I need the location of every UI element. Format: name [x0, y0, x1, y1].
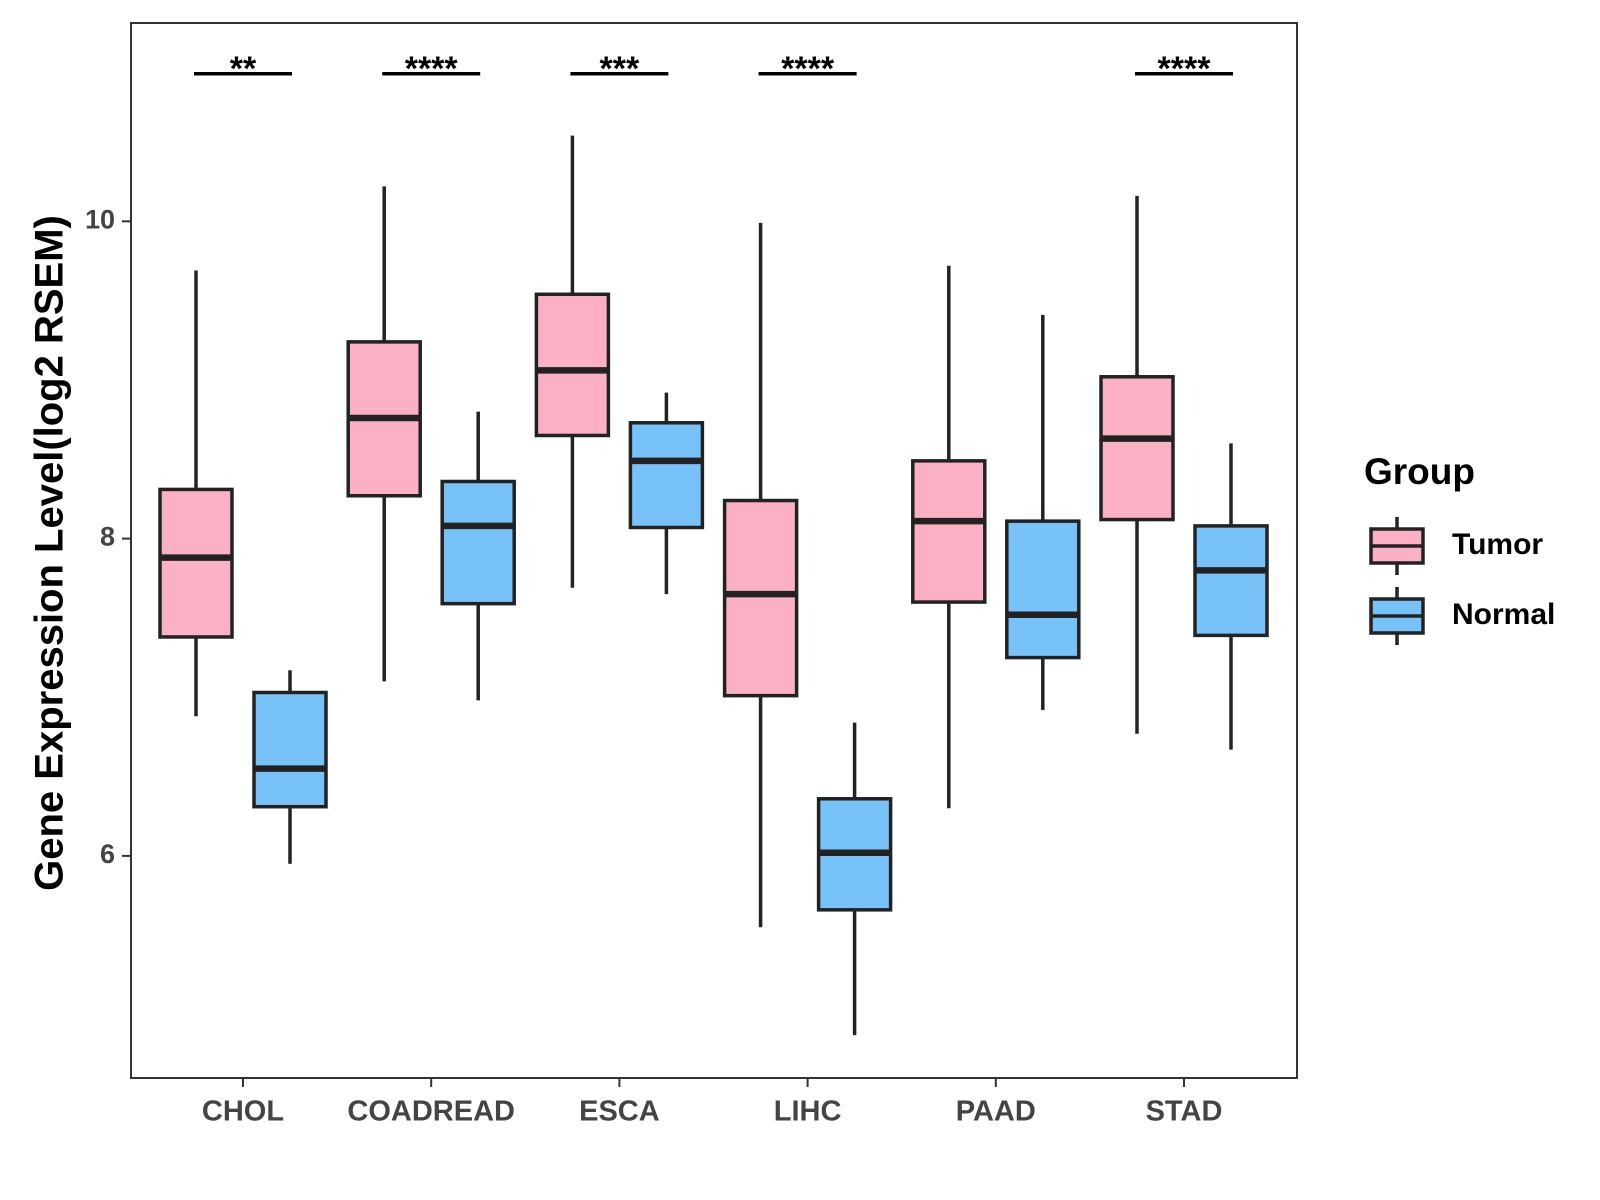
legend-title: Group	[1364, 451, 1475, 492]
legend-label: Tumor	[1452, 528, 1543, 561]
significance-label: ****	[781, 50, 835, 88]
box-body	[722, 498, 799, 698]
box-normal-stad	[1193, 443, 1269, 750]
box-normal-chol	[252, 670, 328, 864]
box-normal-esca	[628, 392, 705, 595]
box-body	[911, 459, 987, 604]
x-tick-label: LIHC	[774, 1096, 842, 1128]
box-body	[158, 487, 234, 639]
y-axis-title: Gene Expression Level(log2 RSEM)	[28, 215, 72, 891]
x-tick-label: ESCA	[579, 1096, 660, 1128]
box-body	[1193, 524, 1269, 638]
significance-label: **	[230, 50, 257, 88]
box-body	[1099, 375, 1175, 522]
plot-panel	[130, 22, 1298, 1079]
legend: Group Tumor Normal	[1364, 451, 1555, 645]
legend-label: Normal	[1452, 598, 1555, 631]
legend-item-normal: Normal	[1369, 587, 1555, 645]
significance-label: ****	[405, 50, 459, 88]
legend-item-tumor: Tumor	[1369, 517, 1543, 575]
boxes-layer	[158, 135, 1269, 1036]
significance-label: ***	[600, 50, 640, 88]
box-normal-coadread	[440, 411, 516, 701]
y-tick-label: 8	[100, 522, 115, 552]
box-tumor-coadread	[346, 186, 422, 682]
y-axis: 6 8 10	[85, 204, 131, 869]
x-tick-label: CHOL	[202, 1096, 284, 1128]
x-tick-label: STAD	[1146, 1096, 1223, 1128]
box-tumor-esca	[534, 135, 611, 588]
box-tumor-paad	[911, 265, 987, 809]
box-tumor-stad	[1099, 195, 1175, 734]
significance-layer: ** **** *** **** ****	[194, 50, 1233, 88]
box-body	[252, 690, 328, 809]
box-tumor-chol	[158, 270, 234, 717]
x-tick-label: COADREAD	[347, 1096, 515, 1128]
x-tick-label: PAAD	[956, 1096, 1036, 1128]
box-body	[534, 292, 611, 438]
y-tick-label: 6	[100, 839, 115, 869]
x-axis: CHOL COADREAD ESCA LIHC PAAD STAD	[202, 1078, 1222, 1128]
box-normal-paad	[1005, 314, 1081, 710]
box-tumor-lihc	[722, 222, 799, 928]
box-body	[440, 479, 516, 606]
box-normal-lihc	[816, 722, 893, 1036]
legend-items: Tumor Normal	[1369, 517, 1555, 645]
y-tick-label: 10	[85, 204, 115, 234]
box-body	[628, 421, 705, 530]
box-body	[1005, 519, 1081, 660]
significance-label: ****	[1158, 50, 1212, 88]
